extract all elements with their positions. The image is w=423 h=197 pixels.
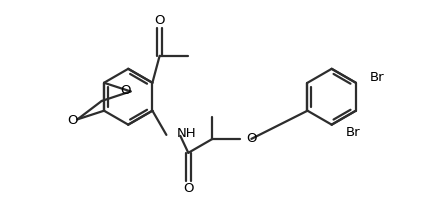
Text: Br: Br bbox=[346, 126, 360, 139]
Text: O: O bbox=[67, 114, 78, 127]
Text: O: O bbox=[183, 182, 194, 195]
Text: O: O bbox=[154, 14, 165, 27]
Text: O: O bbox=[121, 84, 131, 97]
Text: Br: Br bbox=[370, 71, 385, 84]
Text: O: O bbox=[247, 132, 257, 145]
Text: NH: NH bbox=[176, 127, 196, 140]
